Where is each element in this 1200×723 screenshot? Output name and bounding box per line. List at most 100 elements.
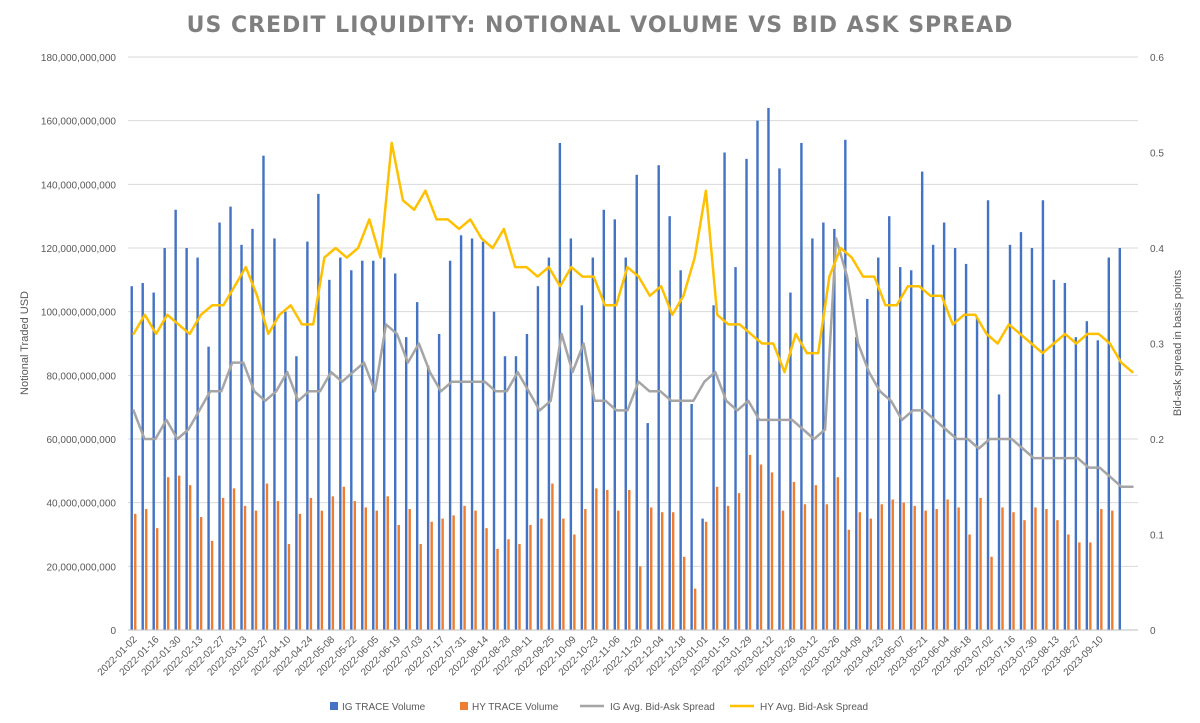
bar [273,238,276,630]
bar [262,155,265,630]
bar [833,228,836,630]
bar [745,158,748,630]
bar [474,510,477,630]
bar [551,483,554,630]
bar [562,518,565,630]
bar [800,142,803,630]
legend-label: IG TRACE Volume [342,702,426,713]
bar [584,509,587,630]
bar [968,534,971,630]
bar [624,257,627,630]
series-lines [132,141,1134,489]
bar [1100,509,1103,630]
bar [481,241,485,630]
legend-swatch [460,702,468,710]
bar [141,283,144,630]
bar [426,365,430,630]
bar [306,241,309,630]
bar [328,279,331,630]
bar [199,516,203,630]
bar [803,504,807,630]
bar [470,238,474,630]
bar [847,529,851,630]
bar [789,292,792,630]
bar [240,244,243,631]
bar [660,512,664,630]
bar [503,356,507,630]
bar [1030,248,1034,630]
bar [394,273,397,630]
bar [419,544,422,630]
bar [931,244,935,631]
bar [924,510,927,630]
bar [525,333,529,630]
series-line [132,141,1134,374]
bar [792,481,796,630]
bar [778,168,781,630]
bar [448,260,452,630]
bar [287,544,291,630]
bar [188,485,192,630]
bar [1118,248,1121,630]
bar [591,257,595,630]
y-tick-label: 60,000,000,000 [46,435,116,446]
bar [979,497,982,630]
bar [580,305,584,630]
bar [756,120,759,631]
bar [781,510,785,630]
bar [415,302,419,630]
bar [869,518,872,630]
bar [331,496,335,630]
y-axis-label: Notional Traded USD [19,291,31,395]
bar [595,488,598,630]
bar [404,337,408,630]
bar [492,311,496,630]
bar [986,200,990,630]
y2-tick-label: 0.4 [1150,244,1164,255]
bar [174,209,177,631]
bar [602,209,606,631]
bar [935,509,938,630]
bar [251,228,254,630]
bar [383,257,386,630]
bar [375,510,378,630]
y2-tick-label: 0 [1150,626,1156,637]
bar [430,521,433,630]
bar [145,509,148,630]
bar [386,496,389,630]
bars [130,107,1121,631]
bar [569,238,573,630]
y-tick-label: 0 [110,626,116,637]
bar [990,556,993,630]
bar [284,311,287,630]
bar [529,524,532,630]
y-tick-label: 40,000,000,000 [46,499,116,510]
bar [902,502,905,630]
bar [682,556,686,630]
bar [485,528,488,630]
bar [628,489,631,630]
bar [536,286,540,630]
bar [265,483,269,630]
bar [811,238,814,630]
bar [196,257,199,630]
bar [855,337,858,630]
y2-tick-label: 0.2 [1150,435,1164,446]
bar [514,356,518,630]
bar [657,165,660,630]
bar [822,222,825,631]
bar [877,257,880,630]
bar [1052,279,1056,630]
bar [748,454,752,630]
bar [155,528,159,630]
bar [372,260,375,630]
bar [342,486,346,630]
bar [166,477,170,630]
bar [1001,507,1004,630]
bar [1041,200,1045,630]
bar [452,515,455,630]
bar [1096,340,1100,630]
bar [671,512,675,630]
bar [1045,509,1048,630]
